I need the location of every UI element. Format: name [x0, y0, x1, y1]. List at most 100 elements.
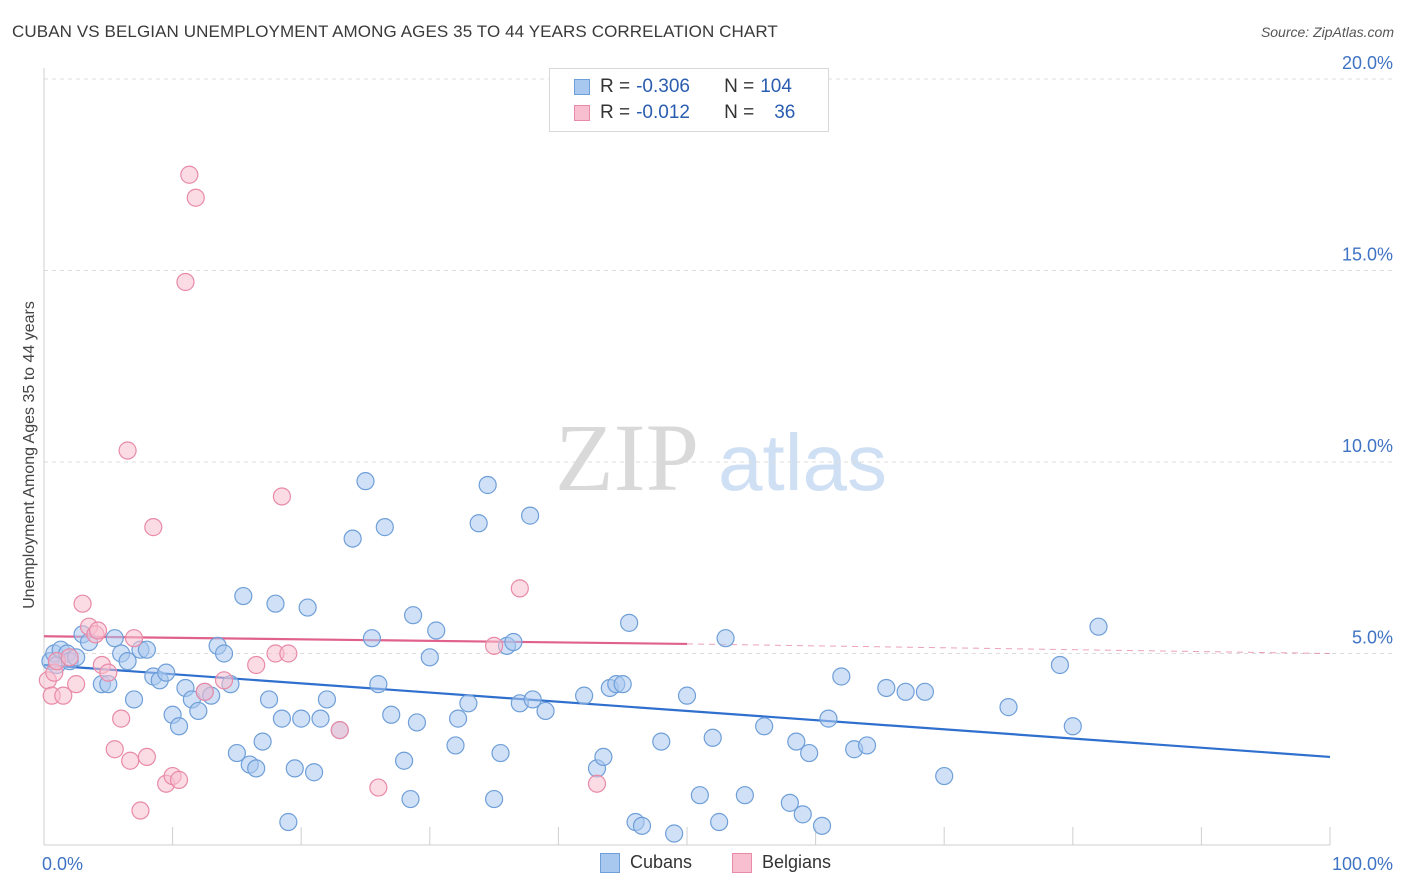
- cubans-point: [459, 694, 478, 713]
- cubans-point: [124, 690, 144, 709]
- x-tick-label: 100.0%: [1332, 854, 1393, 874]
- cubans-point: [703, 728, 722, 747]
- cubans-point: [234, 586, 253, 606]
- belgians-point: [169, 770, 189, 789]
- cubans-r-label: R =: [600, 76, 631, 97]
- cubans-point: [394, 751, 414, 770]
- cubans-point: [800, 743, 819, 763]
- cubans-point: [710, 812, 729, 832]
- cubans-point: [304, 763, 324, 782]
- belgians-swatch: [574, 105, 590, 121]
- point-layer: [38, 165, 1108, 843]
- cubans-point: [613, 675, 632, 694]
- cubans-point: [857, 736, 877, 755]
- belgians-point: [180, 165, 199, 184]
- cubans-point: [427, 621, 446, 640]
- cubans-point: [755, 717, 774, 736]
- cubans-point: [787, 732, 806, 751]
- cubans-point: [259, 690, 279, 709]
- y-tick-label: 10.0%: [1342, 436, 1393, 456]
- cubans-point: [575, 686, 594, 705]
- cubans-point: [214, 644, 234, 663]
- belgians-point: [60, 648, 79, 667]
- y-tick-label: 15.0%: [1342, 245, 1393, 265]
- cubans-point: [247, 759, 266, 778]
- cubans-point: [780, 793, 799, 812]
- cubans-point: [999, 698, 1018, 717]
- cubans-point: [632, 816, 652, 835]
- belgians-point: [54, 686, 73, 705]
- watermark-atlas: atlas: [718, 418, 887, 507]
- cubans-point: [356, 472, 375, 491]
- cubans-point: [298, 598, 317, 617]
- cubans-point: [677, 686, 697, 705]
- cubans-point: [375, 518, 394, 537]
- cubans-point: [491, 743, 510, 763]
- cubans-point: [189, 701, 208, 721]
- belgians-r-value: -0.012: [636, 102, 690, 123]
- cubans-point: [832, 667, 851, 686]
- chart-title: CUBAN VS BELGIAN UNEMPLOYMENT AMONG AGES…: [12, 22, 778, 41]
- cubans-point: [620, 613, 639, 632]
- axis-layer: [43, 68, 1331, 846]
- cubans-point: [137, 640, 156, 659]
- cubans-bottom-swatch: [600, 852, 620, 873]
- belgians-point: [105, 740, 124, 759]
- cubans-point: [448, 709, 468, 728]
- cubans-point: [343, 529, 362, 548]
- cubans-point: [819, 709, 838, 728]
- cubans-point: [594, 747, 613, 767]
- cubans-point: [105, 629, 124, 648]
- source-label: Source: ZipAtlas.com: [1260, 24, 1394, 40]
- cubans-trend-line: [43, 663, 1331, 759]
- cubans-point: [716, 629, 735, 648]
- cubans-point: [227, 743, 246, 763]
- cubans-point: [1089, 617, 1108, 636]
- cubans-point: [285, 759, 304, 778]
- cubans-point: [317, 690, 337, 709]
- belgians-point: [369, 778, 388, 797]
- cubans-point: [382, 705, 401, 724]
- cubans-point: [915, 682, 935, 701]
- cubans-n-value: 104: [760, 76, 792, 97]
- cubans-point: [935, 766, 954, 786]
- belgians-point: [112, 709, 131, 728]
- belgians-n-label: N =: [724, 102, 755, 123]
- belgians-point: [272, 487, 292, 506]
- cubans-point: [420, 648, 439, 667]
- x-tick-label: 0.0%: [42, 854, 83, 874]
- cubans-point: [652, 732, 671, 751]
- belgians-point: [176, 272, 195, 292]
- cubans-point: [735, 786, 754, 805]
- cubans-swatch: [574, 79, 590, 95]
- belgians-point: [131, 801, 150, 820]
- belgians-point: [214, 671, 234, 690]
- belgians-point: [279, 644, 298, 663]
- belgians-point: [247, 655, 266, 675]
- cubans-point: [401, 789, 420, 809]
- belgians-point: [485, 636, 504, 655]
- y-tick-label: 5.0%: [1352, 628, 1393, 648]
- cubans-point: [469, 514, 488, 533]
- belgians-point: [144, 518, 163, 537]
- cubans-point: [407, 713, 427, 732]
- belgians-n-value: 36: [774, 102, 796, 123]
- belgians-point: [137, 747, 156, 767]
- belgians-point: [195, 682, 214, 701]
- grid-layer: [44, 78, 1395, 654]
- belgians-bottom-swatch: [732, 852, 752, 873]
- cubans-n-label: N =: [724, 76, 755, 97]
- cubans-point: [793, 805, 812, 824]
- cubans-point: [896, 682, 915, 701]
- legend-row-cubans: R = -0.306 N = 104: [574, 75, 792, 99]
- cubans-point: [665, 824, 684, 843]
- cubans-point: [690, 786, 709, 805]
- cubans-r-value: -0.306: [636, 76, 690, 97]
- belgians-point: [587, 774, 607, 793]
- belgians-point: [88, 621, 108, 640]
- watermark-zip: ZIP: [555, 404, 699, 511]
- belgians-point: [67, 675, 86, 694]
- cubans-point: [279, 812, 298, 832]
- belgians-point: [99, 663, 118, 682]
